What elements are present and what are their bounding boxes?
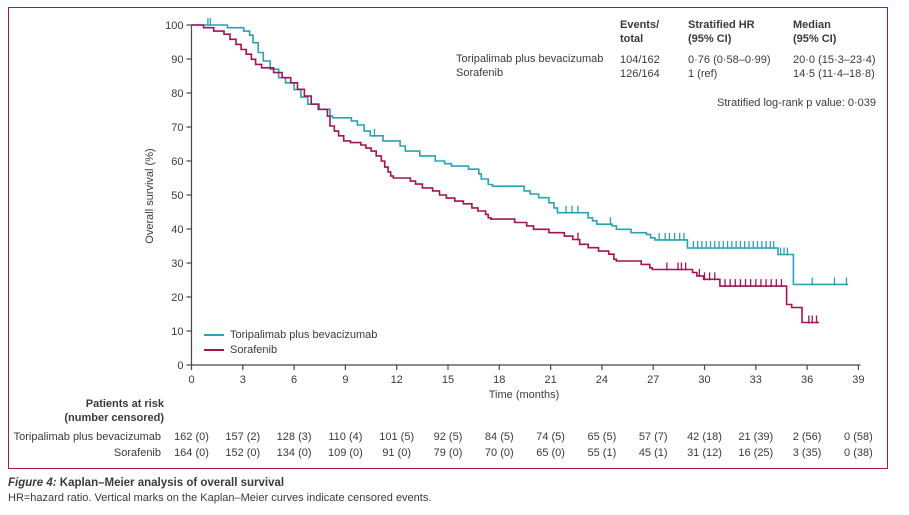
risk-count-cell: 65 (5) [587,431,617,443]
y-tick-label: 70 [171,122,183,134]
x-tick-label: 27 [647,374,659,386]
risk-count-cell: 152 (0) [225,447,261,459]
x-tick-label: 0 [188,374,194,386]
risk-count-cell: 57 (7) [638,431,668,443]
legend-line-teal [204,333,224,336]
risk-count-cell: 55 (1) [587,447,617,459]
chart-legend: Toripalimab plus bevacizumab Sorafenib [204,327,377,357]
x-tick-label: 6 [291,374,297,386]
y-tick-label: 90 [171,54,183,66]
x-tick-label: 15 [442,374,454,386]
y-tick-label: 50 [171,190,183,202]
risk-count-cell: 16 (25) [738,447,774,459]
risk-count-cell: 45 (1) [638,447,668,459]
risk-count-cell: 0 (58) [844,431,873,443]
risk-count-cell: 79 (0) [433,447,463,459]
stats-row-events-toripalimab: 104/162 [620,54,660,66]
legend-label: Sorafenib [230,343,278,356]
risk-count-cell: 128 (3) [276,431,312,443]
risk-count-cell: 0 (38) [844,447,873,459]
risk-count-cell: 109 (0) [327,447,363,459]
km-figure-panel: 0 10 20 30 40 50 60 70 80 90 100 0 3 6 9 12 15 18 21 24 27 30… [8,7,888,469]
risk-table-title: Patients at risk (number censored) [64,398,164,424]
figure-caption-title: Kaplan–Meier analysis of overall surviva… [56,477,285,489]
figure-caption-label: Figure 4: [8,477,57,489]
risk-count-cell: 164 (0) [174,447,209,459]
risk-count-cell: 70 (0) [484,447,514,459]
y-tick-label: 80 [171,88,183,100]
stats-header-events: Events/ total [620,19,660,45]
x-tick-label: 30 [698,374,710,386]
stats-row-events-sorafenib: 126/164 [620,68,660,80]
stats-row-hr-toripalimab: 0·76 (0·58–0·99) [688,54,771,66]
stats-header-median: Median (95% CI) [793,19,837,45]
stats-row-median-sorafenib: 14·5 (11·4–18·8) [793,68,875,80]
y-tick-label: 100 [165,20,183,32]
x-tick-label: 12 [391,374,403,386]
stats-row-hr-sorafenib: 1 (ref) [688,68,718,80]
y-tick-label: 10 [171,326,183,338]
figure-caption: Figure 4: Kaplan–Meier analysis of overa… [8,477,284,489]
risk-count-cell: 84 (5) [484,431,514,443]
y-axis-title: Overall survival (%) [144,148,156,244]
risk-count-cell: 92 (5) [433,431,463,443]
x-tick-label: 18 [493,374,505,386]
p-value-note: Stratified log-rank p value: 0·039 [717,97,876,109]
x-tick-label: 24 [596,374,608,386]
y-tick-label: 60 [171,156,183,168]
legend-label: Toripalimab plus bevacizumab [230,328,378,341]
y-tick-label: 20 [171,292,183,304]
legend-item-toripalimab: Toripalimab plus bevacizumab [204,327,377,342]
risk-count-cell: 3 (35) [792,447,822,459]
risk-count-cell: 110 (4) [328,431,363,443]
figure-caption-note: HR=hazard ratio. Vertical marks on the K… [8,492,432,504]
risk-count-cell: 74 (5) [536,431,565,443]
y-tick-label: 0 [177,360,183,372]
risk-count-cell: 162 (0) [174,431,209,443]
risk-count-cell: 134 (0) [276,447,312,459]
legend-item-sorafenib: Sorafenib [204,342,377,357]
stats-row-name-toripalimab: Toripalimab plus bevacizumab [456,53,604,65]
risk-count-cell: 31 (12) [687,447,722,459]
stats-row-median-toripalimab: 20·0 (15·3–23·4) [793,54,876,66]
risk-count-cell: 91 (0) [382,447,412,459]
risk-count-cell: 157 (2) [225,431,261,443]
risk-count-cell: 2 (56) [792,431,822,443]
x-tick-label: 39 [852,374,864,386]
x-axis-title: Time (months) [488,389,560,401]
risk-count-cell: 42 (18) [687,431,722,443]
risk-count-cell: 65 (0) [536,447,565,459]
x-tick-label: 3 [240,374,246,386]
y-tick-label: 30 [171,258,183,270]
x-tick-label: 36 [801,374,813,386]
risk-count-cell: 101 (5) [379,431,415,443]
risk-count-cell: 21 (39) [738,431,774,443]
x-tick-label: 33 [750,374,762,386]
stats-header-hr: Stratified HR (95% CI) [688,19,755,45]
legend-line-maroon [204,348,224,351]
km-curve-sorafenib [191,24,820,324]
stats-row-name-sorafenib: Sorafenib [456,67,504,79]
risk-row-name-sorafenib: Sorafenib [113,447,161,459]
x-tick-label: 9 [342,374,348,386]
y-tick-label: 40 [171,224,183,236]
risk-row-name-toripalimab: Toripalimab plus bevacizumab [13,431,161,443]
x-tick-label: 21 [544,374,556,386]
